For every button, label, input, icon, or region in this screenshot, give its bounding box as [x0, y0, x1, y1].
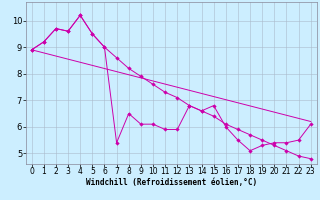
X-axis label: Windchill (Refroidissement éolien,°C): Windchill (Refroidissement éolien,°C) [86, 178, 257, 187]
